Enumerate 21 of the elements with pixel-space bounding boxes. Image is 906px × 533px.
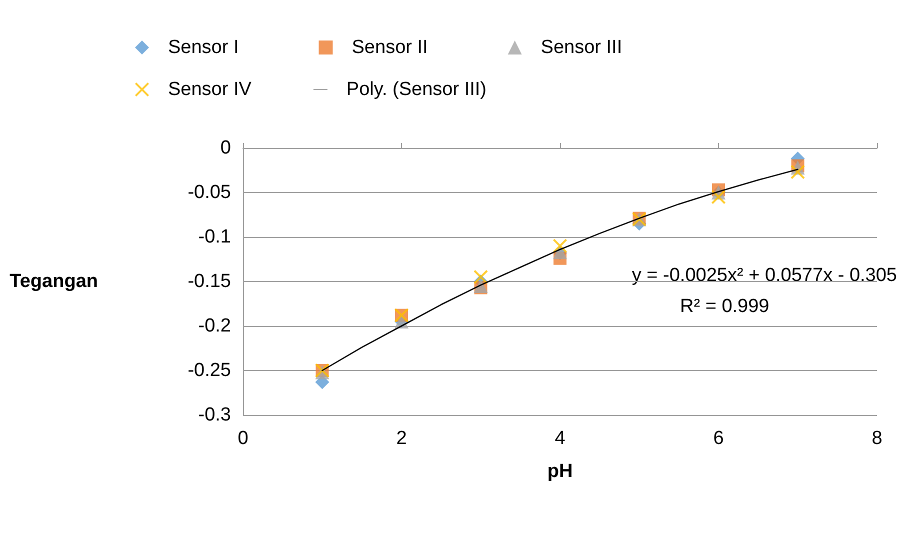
x-tick-label: 0	[238, 428, 248, 449]
annotation: R² = 0.999	[680, 296, 770, 317]
legend-label: Sensor III	[540, 37, 622, 58]
x-tick-label: 2	[396, 428, 407, 449]
x-tick-label: 4	[554, 428, 566, 449]
annotation: y = -0.0025x² + 0.0577x - 0.305	[632, 265, 898, 286]
x-tick-label: 6	[713, 428, 724, 449]
x-tick-label: 8	[872, 428, 882, 449]
y-axis-title: Tegangan	[10, 271, 98, 292]
y-tick-label: -0.05	[188, 182, 231, 203]
legend-label: Sensor I	[168, 37, 239, 58]
x-axis-title: pH	[547, 461, 573, 482]
legend-label: Poly. (Sensor III)	[346, 79, 487, 100]
y-tick-label: -0.3	[198, 404, 231, 426]
y-tick-label: -0.1	[198, 226, 231, 248]
y-tick-label: 0	[220, 138, 231, 158]
y-tick-label: -0.25	[188, 360, 231, 381]
legend-label: Sensor IV	[168, 79, 252, 100]
legend-label: Sensor II	[352, 37, 428, 58]
y-tick-label: -0.15	[188, 271, 231, 292]
y-tick-label: -0.2	[198, 316, 231, 336]
